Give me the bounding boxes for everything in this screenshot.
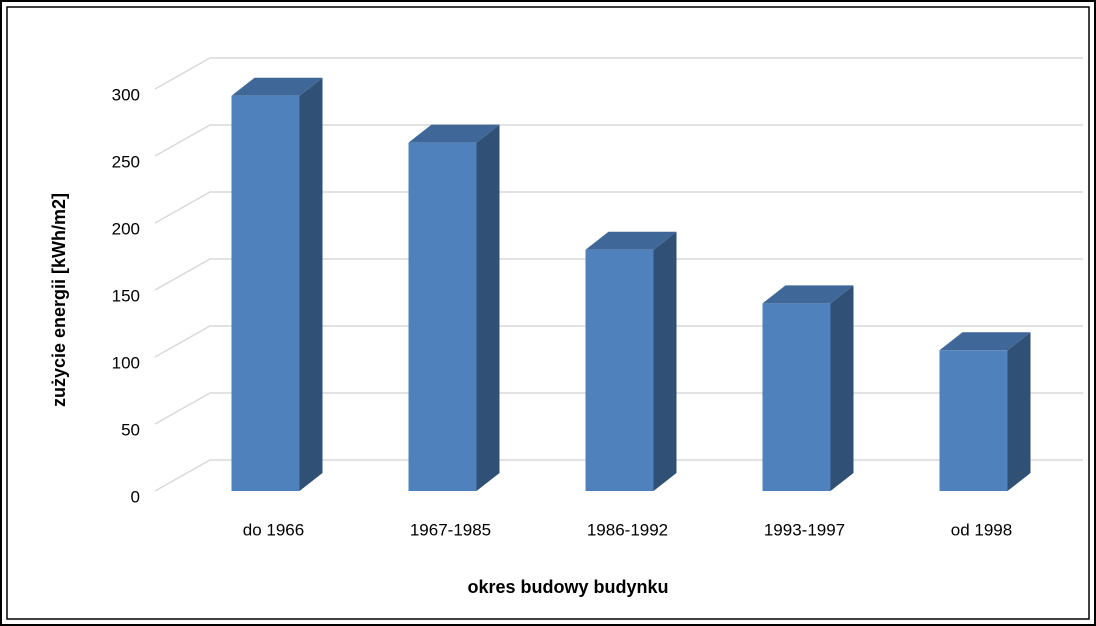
y-tick-label: 0 [131,487,140,506]
bar-face [1007,332,1031,491]
bar-face [939,350,1008,491]
bar-face [476,124,500,491]
grid-line [154,258,1083,291]
y-axis-label: zużycie energii [kWh/m2] [49,193,69,407]
bar [585,231,677,492]
y-tick-label: 100 [112,353,140,372]
bar-face [762,285,854,304]
bar-face [939,332,1031,351]
x-tick-label: 1986-1992 [587,520,668,539]
x-axis-label: okres budowy budynku [467,577,668,597]
y-tick-label: 250 [112,152,140,171]
bar-face [585,231,677,250]
bar-face [653,231,677,492]
bar-face [830,285,854,491]
y-tick-label: 150 [112,286,140,305]
bar-face [585,249,654,491]
bar [762,285,854,491]
y-tick-label: 200 [112,219,140,238]
x-tick-label: 1993-1997 [764,520,845,539]
x-tick-label: 1967-1985 [410,520,491,539]
y-tick-label: 300 [112,85,140,104]
grid-line [154,124,1083,157]
x-tick-label: do 1966 [243,520,304,539]
x-tick-label: od 1998 [951,520,1012,539]
inner-border [6,6,1090,620]
bar-face [408,142,477,491]
y-tick-label: 50 [121,420,140,439]
bar-face [299,77,323,491]
bar-face [231,95,300,491]
bar-face [762,303,831,491]
bar [939,332,1031,491]
grid-line [154,191,1083,224]
grid-line [154,57,1083,90]
bar-face [408,124,500,143]
bar-face [231,77,323,96]
bar [231,77,323,491]
bar [408,124,500,491]
